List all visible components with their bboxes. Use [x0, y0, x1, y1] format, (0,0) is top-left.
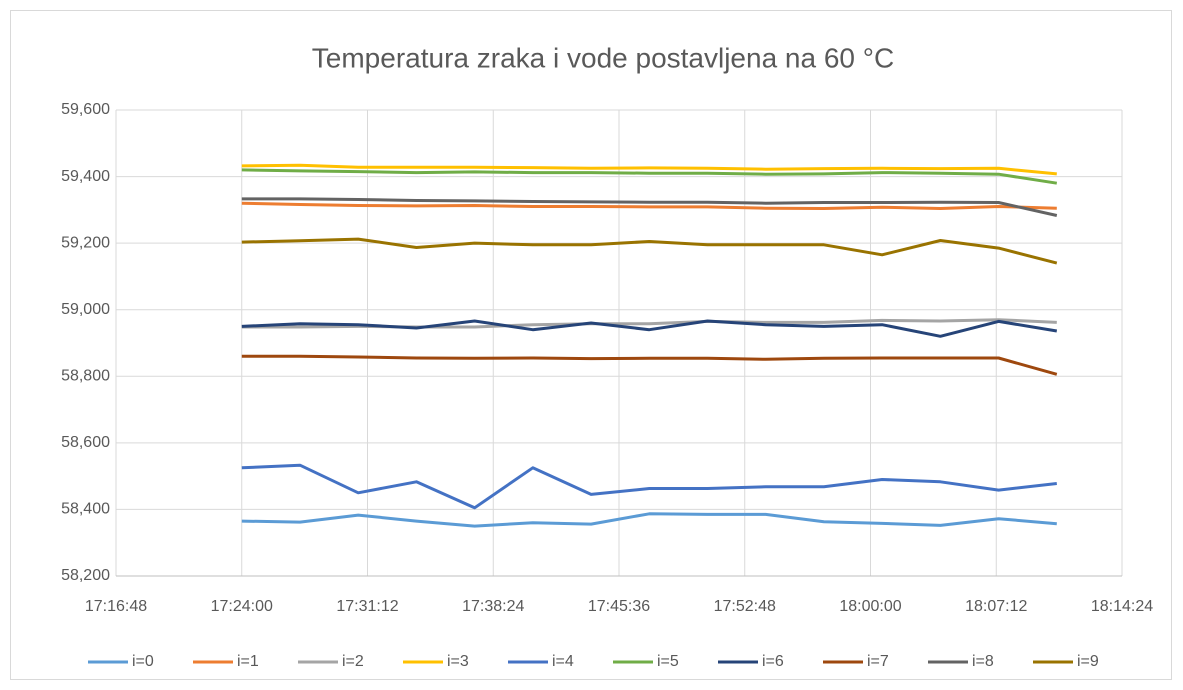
x-tick-label: 17:16:48 [85, 598, 147, 615]
x-tick-label: 18:14:24 [1091, 598, 1153, 615]
series-line [241, 354, 1058, 376]
x-tick-label: 18:07:12 [965, 598, 1027, 615]
series-line [241, 197, 1058, 217]
series-line [241, 201, 1057, 210]
y-tick-label: 58,600 [61, 434, 110, 451]
series-line [241, 319, 1058, 338]
chart-title: Temperatura zraka i vode postavljena na … [312, 42, 894, 73]
y-tick-label: 59,400 [61, 168, 110, 185]
x-tick-label: 17:31:12 [336, 598, 398, 615]
y-tick-label: 59,600 [61, 101, 110, 118]
y-tick-label: 59,000 [61, 301, 110, 318]
y-tick-label: 58,800 [61, 368, 110, 385]
series-line [241, 168, 1058, 185]
legend-label: i=1 [237, 653, 259, 670]
y-tick-label: 59,200 [61, 234, 110, 251]
legend-label: i=4 [552, 653, 574, 670]
legend-label: i=0 [132, 653, 154, 670]
series-line [241, 163, 1057, 176]
legend-label: i=8 [972, 653, 994, 670]
legend-label: i=3 [447, 653, 469, 670]
legend-label: i=7 [867, 653, 889, 670]
legend-label: i=9 [1077, 653, 1099, 670]
legend-label: i=5 [657, 653, 679, 670]
series-line [241, 237, 1058, 265]
y-tick-label: 58,400 [61, 501, 110, 518]
series-line [241, 512, 1057, 528]
x-tick-label: 17:24:00 [211, 598, 273, 615]
x-tick-label: 17:52:48 [714, 598, 776, 615]
x-tick-label: 18:00:00 [839, 598, 901, 615]
legend-label: i=2 [342, 653, 364, 670]
chart-border [10, 10, 1172, 680]
x-tick-label: 17:38:24 [462, 598, 524, 615]
y-tick-label: 58,200 [61, 567, 110, 584]
series-line [241, 463, 1057, 510]
x-tick-label: 17:45:36 [588, 598, 650, 615]
legend-label: i=6 [762, 653, 784, 670]
